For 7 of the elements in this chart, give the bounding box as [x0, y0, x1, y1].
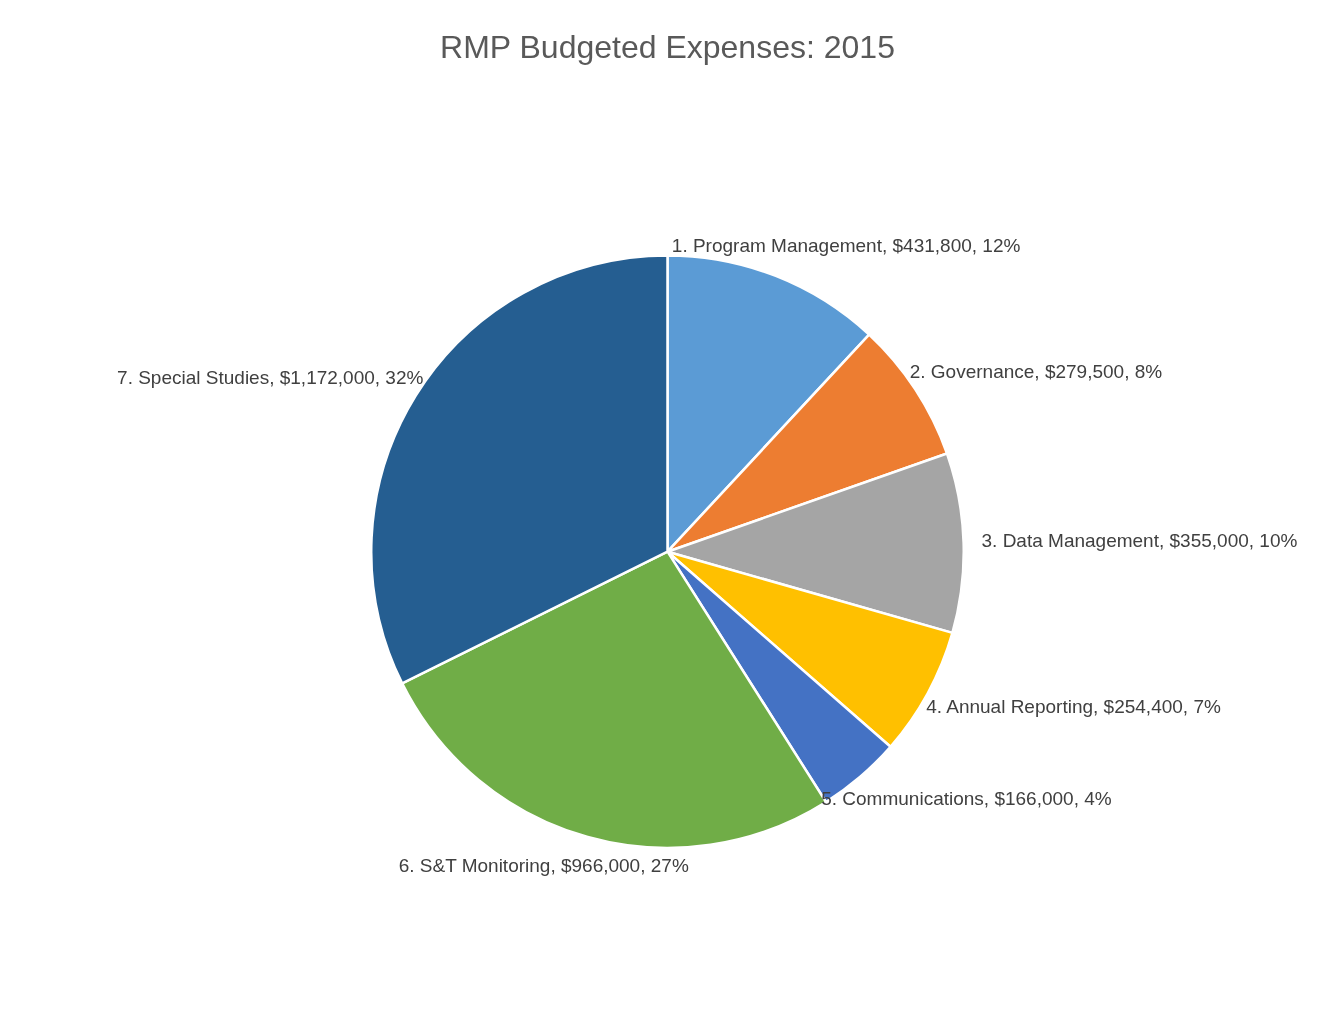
slice-label: 3. Data Management, $355,000, 10% [981, 530, 1298, 552]
chart-title: RMP Budgeted Expenses: 2015 [440, 29, 895, 66]
slice-label: 2. Governance, $279,500, 8% [909, 360, 1163, 382]
slice-label: 7. Special Studies, $1,172,000, 32% [117, 367, 424, 389]
slice-label: 1. Program Management, $431,800, 12% [671, 235, 1021, 257]
slice-label: 6. S&T Monitoring, $966,000, 27% [398, 855, 689, 877]
slice-label: 4. Annual Reporting, $254,400, 7% [926, 696, 1221, 718]
